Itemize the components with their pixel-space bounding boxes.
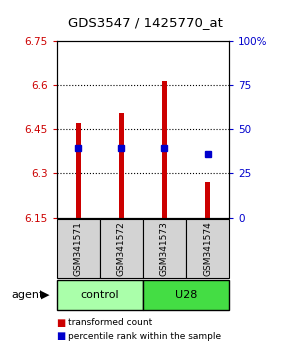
Bar [57, 219, 100, 278]
Text: GDS3547 / 1425770_at: GDS3547 / 1425770_at [68, 16, 222, 29]
Bar [57, 280, 143, 310]
Text: transformed count: transformed count [68, 318, 153, 327]
Bar [119, 113, 124, 218]
Text: GSM341571: GSM341571 [74, 221, 83, 276]
Text: percentile rank within the sample: percentile rank within the sample [68, 332, 221, 341]
Text: control: control [80, 290, 119, 300]
Text: GSM341573: GSM341573 [160, 221, 169, 276]
Text: ▶: ▶ [41, 290, 49, 300]
Bar [100, 219, 143, 278]
Bar [143, 219, 186, 278]
Text: ■: ■ [57, 318, 66, 328]
Bar [162, 80, 167, 218]
Text: GSM341572: GSM341572 [117, 221, 126, 276]
Bar [143, 280, 229, 310]
Text: agent: agent [12, 290, 44, 300]
Text: GSM341574: GSM341574 [203, 221, 212, 276]
Text: U28: U28 [175, 290, 197, 300]
Bar [75, 123, 81, 218]
Bar [205, 182, 210, 218]
Text: ■: ■ [57, 331, 66, 341]
Bar [186, 219, 229, 278]
